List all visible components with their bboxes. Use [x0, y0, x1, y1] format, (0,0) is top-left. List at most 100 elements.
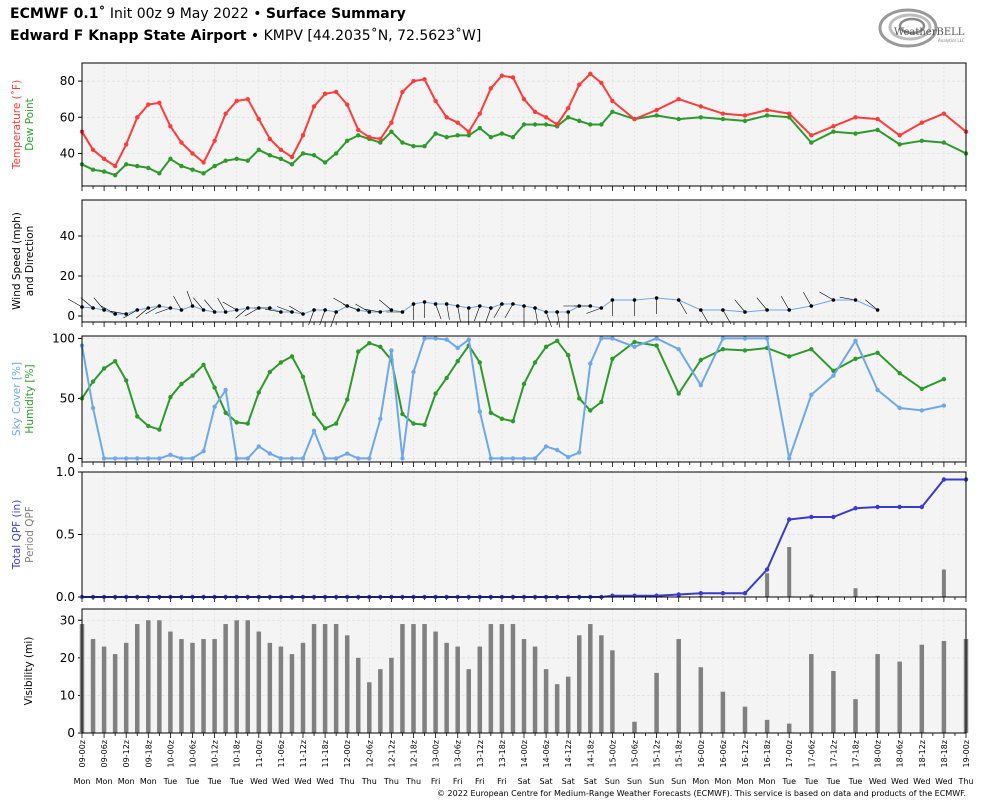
- visibility-bar: [344, 635, 350, 733]
- temperature-point: [488, 86, 494, 91]
- x-tick-label: 16-12z: [741, 740, 750, 767]
- day-label: Mon: [692, 777, 709, 786]
- y-tick-label: 50: [60, 391, 75, 405]
- x-tick-label: 11-06z: [277, 740, 286, 767]
- humidity-point: [367, 341, 372, 346]
- day-label: Wed: [250, 777, 267, 786]
- logo-sub: Analytics LLC: [938, 38, 965, 43]
- dewpoint-point: [124, 162, 129, 167]
- temperature-point: [554, 122, 560, 127]
- humidity-point: [278, 360, 284, 365]
- day-label: Tue: [848, 777, 863, 786]
- wind-barb: [135, 307, 149, 319]
- humidity-point: [941, 377, 947, 382]
- x-tick-label: 09-12z: [122, 740, 131, 767]
- dewpoint-point: [201, 171, 206, 176]
- visibility-bar: [201, 639, 206, 733]
- visibility-bar: [853, 699, 858, 733]
- skycover-point: [510, 456, 516, 461]
- humidity-point: [201, 362, 206, 367]
- wind-speed-point: [157, 304, 162, 308]
- wind-speed-point: [91, 306, 95, 310]
- skycover-point: [632, 344, 637, 349]
- dewpoint-point: [411, 144, 416, 149]
- visibility-bar: [632, 721, 637, 733]
- visibility-bar: [378, 669, 383, 733]
- visibility-bar: [941, 640, 947, 733]
- visibility-bar: [720, 691, 726, 733]
- visibility-bar: [543, 669, 549, 733]
- total-qpf-point: [742, 591, 748, 596]
- temperature-point: [566, 106, 571, 111]
- humidity-point: [488, 410, 494, 415]
- wind-barb: [545, 311, 552, 328]
- y-axis-label: Wind Speed (mph): [11, 212, 23, 310]
- humidity-point: [422, 422, 427, 427]
- wind-speed-point: [135, 308, 140, 312]
- humidity-point: [234, 420, 239, 425]
- visibility-bar: [190, 642, 195, 733]
- wind-barb: [485, 307, 492, 324]
- skycover-point: [897, 405, 902, 411]
- x-tick-label: 10-12z: [211, 740, 220, 767]
- x-tick-label: 16-06z: [719, 740, 728, 767]
- visibility-bar: [599, 635, 604, 733]
- wind-speed-point: [489, 306, 493, 310]
- wind-barb: [186, 290, 193, 307]
- total-qpf-point: [831, 514, 836, 520]
- visibility-bar: [90, 639, 96, 733]
- temperature-point: [322, 91, 328, 96]
- day-label: Tue: [781, 777, 796, 786]
- day-label: Wed: [891, 777, 908, 786]
- wind-barb: [145, 305, 160, 315]
- dewpoint-point: [245, 158, 250, 163]
- humidity-point: [289, 354, 295, 359]
- visibility-bar: [764, 719, 770, 733]
- day-label: Sat: [517, 777, 530, 786]
- wind-barb: [123, 309, 138, 319]
- skycover-point: [168, 452, 173, 457]
- dewpoint-point: [499, 131, 505, 136]
- wind-barb: [534, 307, 539, 324]
- temperature-point: [941, 111, 947, 116]
- visibility-bar: [466, 669, 471, 733]
- temperature-point: [455, 120, 460, 125]
- dewpoint-point: [389, 129, 394, 134]
- y-tick-label: 40: [60, 146, 75, 160]
- temperature-point: [577, 82, 582, 87]
- skycover-point: [455, 345, 460, 351]
- temperature-point: [897, 133, 902, 138]
- dewpoint-point: [853, 131, 858, 136]
- wind-barb: [493, 303, 503, 319]
- skycover-point: [90, 405, 96, 411]
- humidity-point: [610, 356, 615, 361]
- temperature-point: [179, 140, 184, 145]
- humidity-point: [333, 421, 339, 426]
- wind-speed-point: [234, 308, 239, 312]
- humidity-point: [532, 360, 538, 365]
- wind-speed-point: [113, 312, 117, 316]
- x-tick-label: 09-00z: [78, 740, 87, 767]
- wind-barb: [819, 291, 834, 301]
- y-tick-label: 60: [60, 110, 75, 124]
- skycover-point: [201, 449, 206, 454]
- period-qpf-bar: [787, 547, 792, 597]
- wind-speed-point: [544, 310, 548, 314]
- day-label: Tue: [207, 777, 222, 786]
- skycover-point: [853, 338, 858, 343]
- temperature-point: [311, 104, 317, 109]
- skycover-point: [676, 347, 681, 352]
- visibility-bar: [322, 624, 328, 733]
- wind-barb: [446, 303, 450, 320]
- dewpoint-point: [610, 109, 615, 115]
- dewpoint-point: [300, 151, 306, 156]
- wind-barb: [556, 311, 561, 328]
- visibility-bar: [499, 624, 505, 733]
- wind-barb: [110, 310, 127, 315]
- dewpoint-point: [278, 156, 284, 162]
- header-line-2: Edward F Knapp State Airport • KMPV [44.…: [10, 28, 481, 44]
- skycover-point: [433, 336, 438, 341]
- skycover-point: [389, 348, 394, 353]
- wind-speed-point: [500, 302, 504, 306]
- wind-barb: [343, 304, 359, 311]
